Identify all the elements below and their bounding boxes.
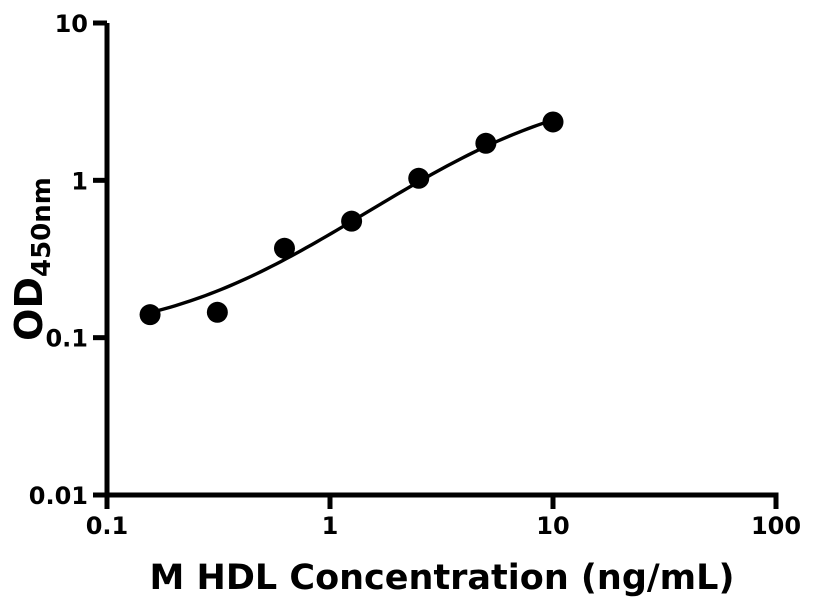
x-axis-title: M HDL Concentration (ng/mL) <box>150 558 735 598</box>
x-tick-label: 100 <box>751 512 801 540</box>
data-point <box>273 237 295 259</box>
data-point <box>341 210 363 232</box>
y-axis-title-main: OD <box>7 277 51 341</box>
x-tick-label: 1 <box>322 512 339 540</box>
x-tick-label: 10 <box>536 512 569 540</box>
y-tick-label: 0.1 <box>45 325 88 353</box>
y-axis-title: OD450nm <box>7 177 57 341</box>
data-point <box>542 111 564 133</box>
x-tick-label: 0.1 <box>86 512 129 540</box>
data-point <box>475 132 497 154</box>
data-point <box>139 304 161 326</box>
y-axis-title-subscript: 450nm <box>27 177 57 277</box>
y-tick-label: 10 <box>55 10 88 38</box>
y-tick-label: 0.01 <box>29 482 88 510</box>
data-point <box>206 301 228 323</box>
data-point-layer <box>139 111 564 326</box>
data-point <box>408 167 430 189</box>
y-tick-label: 1 <box>71 167 88 195</box>
axis-layer <box>93 20 779 509</box>
